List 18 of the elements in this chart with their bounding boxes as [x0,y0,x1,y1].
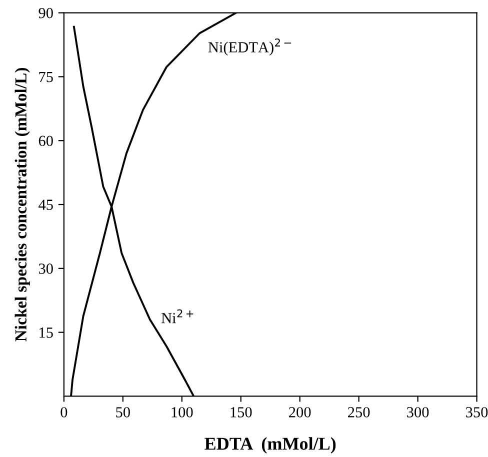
y-tick-label: 30 [38,264,53,274]
y-tick-label: 90 [38,8,53,18]
y-tick-label: 60 [38,136,53,146]
x-tick-label: 150 [230,407,252,418]
x-tick-label: 300 [407,407,429,418]
x-tick-label: 50 [116,407,130,418]
x-tick-label: 200 [289,407,311,418]
x-tick-label: 350 [466,407,488,418]
series-label: Ni$^{2+}$ [161,309,194,324]
y-axis-title: Nickel species concentration (mMol/L) [14,68,30,342]
y-tick-label: 75 [39,72,53,82]
x-tick-label: 100 [172,407,193,418]
y-tick-label: 15 [40,328,53,338]
series-label: Ni(EDTA)$^{2−}$ [208,38,291,56]
x-tick-label: 250 [348,407,370,418]
x-axis-title: EDTA (mMol/L) [204,437,336,454]
y-tick-label: 45 [38,200,53,210]
x-tick-label: 0 [60,407,68,418]
